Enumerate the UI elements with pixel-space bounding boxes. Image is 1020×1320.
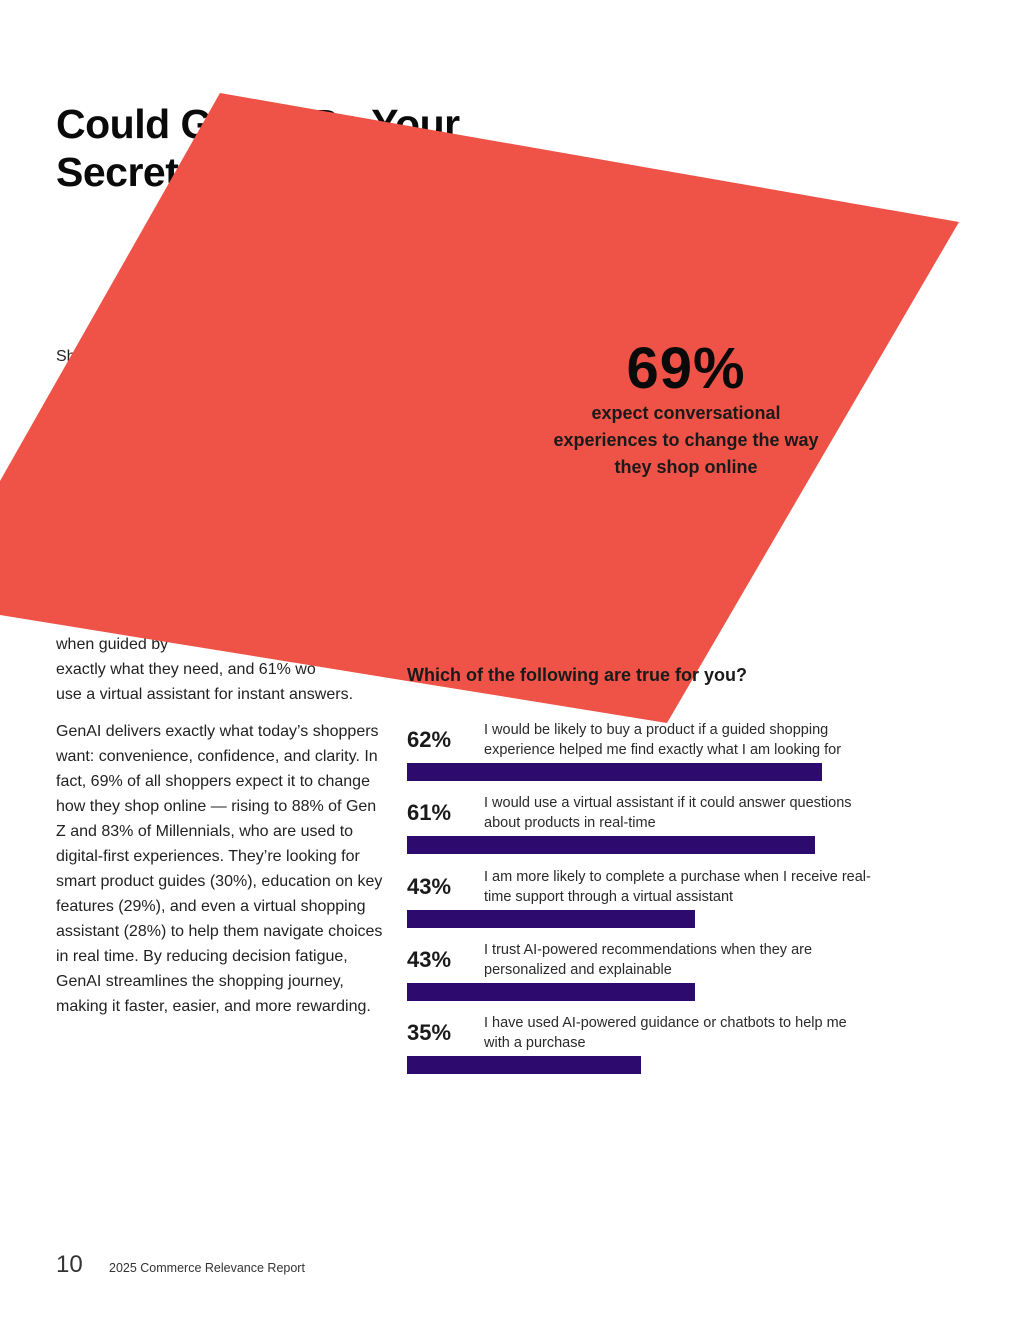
- bar-category-label: I would use a virtual assistant if it co…: [484, 795, 852, 832]
- bar: [407, 763, 822, 781]
- bar-category-label: I have used AI-powered guidance or chatb…: [484, 1015, 847, 1052]
- bar-category-label: I trust AI-powered recommendations when …: [484, 941, 813, 978]
- bar-row: 61% I would use a virtual assistant if it…: [407, 793, 867, 855]
- bar-row: 62% I would be likely to buy a product if…: [407, 720, 867, 782]
- body-paragraph-2: GenAI delivers exactly what today’s shop…: [56, 723, 383, 1015]
- body-paragraph-1-tail: exactly what they need, and 61% wo: [56, 661, 316, 678]
- bar-value-label: 62%: [407, 727, 452, 752]
- callout-value: 69%: [626, 336, 746, 401]
- callout-line-2: experiences to change the way: [553, 430, 819, 450]
- callout-line-3: they shop online: [614, 457, 758, 477]
- body-paragraph-1: when guided by exactly what they need, a…: [56, 632, 386, 707]
- bar-row: 43% I trust AI-powered recommendations wh…: [407, 940, 867, 1002]
- chart-title: Which of the following are true for you?: [407, 665, 747, 685]
- report-title: 2025 Commerce Relevance Report: [109, 1261, 305, 1275]
- callout-parallelogram: [0, 93, 959, 723]
- bar: [407, 909, 695, 928]
- bar-row: 43% I am more likely to complete a purcha…: [407, 867, 871, 929]
- callout-line-1: expect conversational: [591, 403, 781, 423]
- page-title-line-2: Secret: [56, 149, 179, 195]
- bar-value-label: 43%: [407, 873, 452, 899]
- bar-chart: 62% I would be likely to buy a product if…: [407, 720, 871, 1080]
- bar-category-label: I would be likely to buy a product if a …: [484, 722, 842, 758]
- bar-row: 35% I have used AI-powered guidance or ch…: [407, 1013, 867, 1075]
- bar: [407, 1056, 642, 1075]
- body-paragraph-1-end: use a virtual assistant for instant answ…: [56, 686, 354, 703]
- bar-value-label: 61%: [407, 800, 452, 826]
- bar-category-label: I am more likely to complete a purchase …: [484, 868, 871, 905]
- bar-value-label: 43%: [407, 946, 452, 972]
- stat-callout: 69% expect conversational experiences to…: [536, 338, 836, 481]
- page-number: 10: [56, 1251, 83, 1278]
- bar: [407, 836, 816, 855]
- bar-value-label: 35%: [407, 1020, 452, 1046]
- bar: [407, 982, 695, 1001]
- body-paragraph-1-start: when guided by: [56, 636, 169, 653]
- body-text: when guided by exactly what they need, a…: [56, 632, 386, 1031]
